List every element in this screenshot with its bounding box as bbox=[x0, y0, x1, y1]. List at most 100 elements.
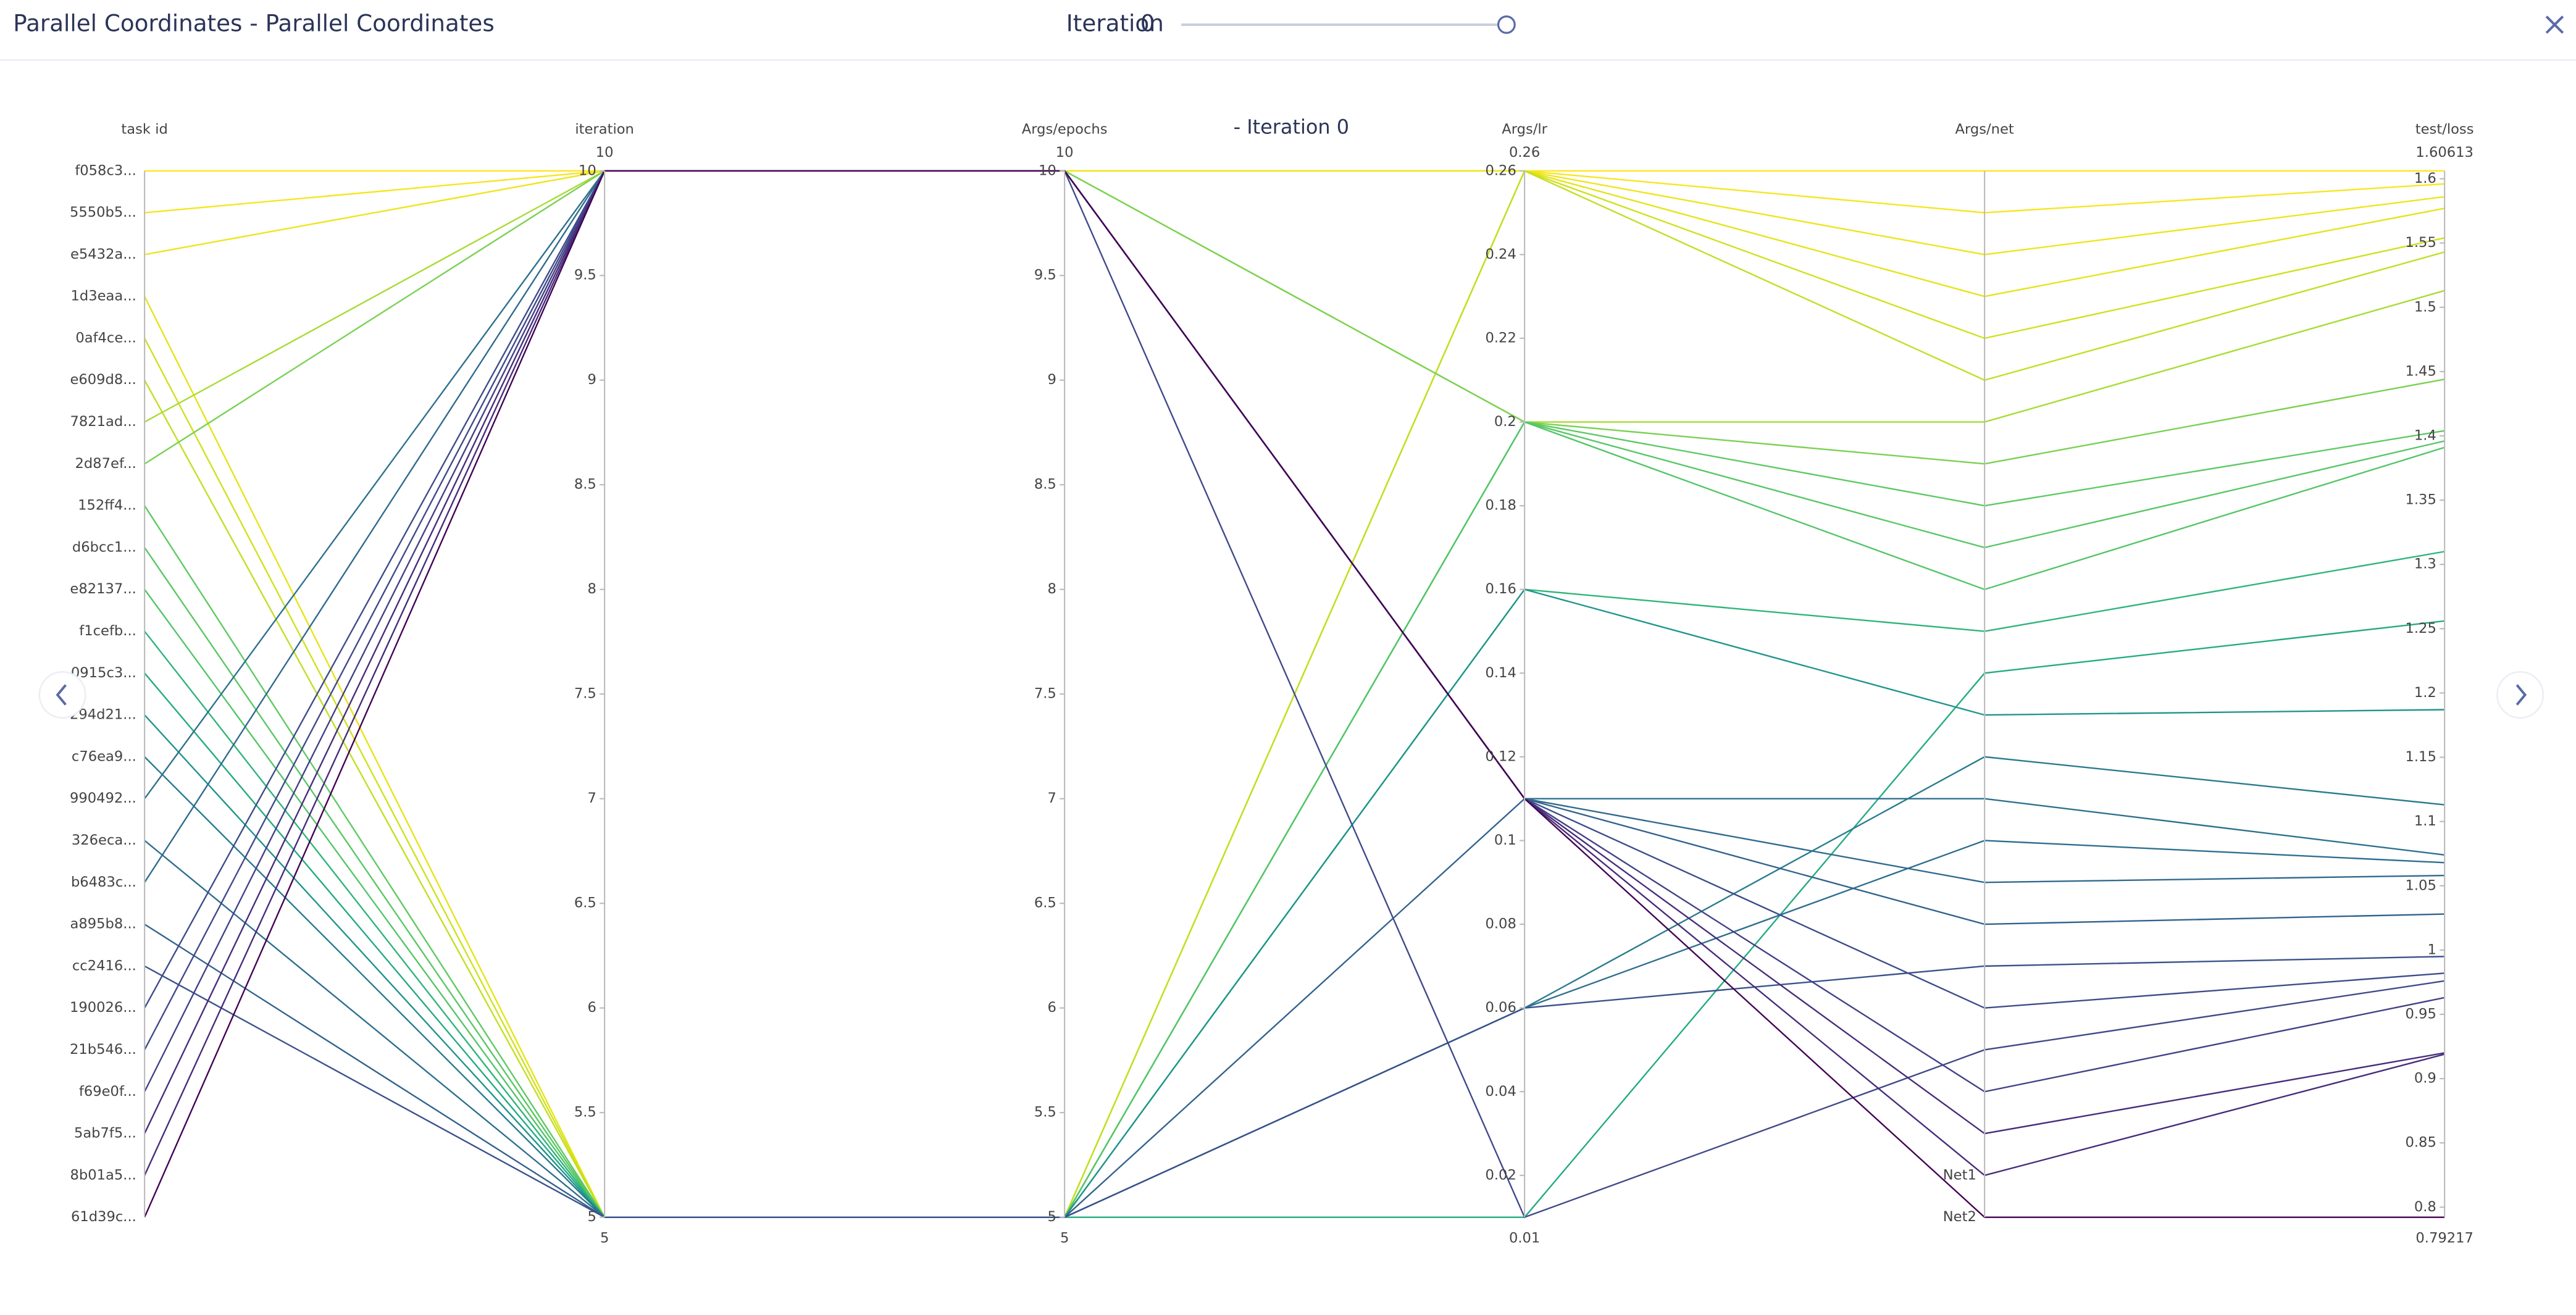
range-max-label: 10 bbox=[596, 144, 614, 161]
range-min-label: 5 bbox=[1060, 1230, 1069, 1246]
tick-label: 7 bbox=[1047, 790, 1056, 806]
tick-label: 8.5 bbox=[1034, 477, 1056, 493]
tick-label: 0.02 bbox=[1485, 1167, 1516, 1183]
tick-label: 1.6 bbox=[2414, 170, 2436, 186]
category-label: 326eca... bbox=[72, 832, 136, 848]
tick-label: 1.55 bbox=[2405, 235, 2436, 251]
tick-label: 0.14 bbox=[1485, 665, 1516, 681]
data-line bbox=[144, 956, 2445, 1218]
category-label: 5ab7f5... bbox=[74, 1125, 136, 1142]
data-line bbox=[144, 588, 2445, 1218]
category-label: 190026... bbox=[70, 1000, 136, 1016]
tick-label: 9.5 bbox=[1034, 267, 1056, 283]
category-label: 1d3eaa... bbox=[71, 288, 136, 304]
data-line bbox=[144, 170, 2445, 256]
category-label: 61d39c... bbox=[71, 1209, 136, 1225]
data-line bbox=[144, 170, 2445, 1219]
category-label: a895b8... bbox=[70, 916, 136, 932]
tick-label: 1.4 bbox=[2414, 427, 2436, 443]
tick-label: 1 bbox=[2427, 941, 2436, 958]
tick-label: 1.15 bbox=[2405, 749, 2436, 765]
data-line bbox=[144, 798, 2445, 1218]
tick-label: 5 bbox=[1047, 1209, 1056, 1225]
category-label: f058c3... bbox=[75, 162, 136, 178]
tick-label: 5.5 bbox=[1034, 1104, 1056, 1121]
category-label: b6483c... bbox=[71, 874, 136, 890]
slider-value: 0 bbox=[1140, 9, 1155, 36]
axis-label: Args/net bbox=[1955, 122, 2014, 138]
next-button[interactable] bbox=[2496, 670, 2545, 719]
tick-label: 0.24 bbox=[1485, 246, 1516, 262]
category-label: Net1 bbox=[1943, 1167, 1976, 1183]
axis-label: Args/lr bbox=[1502, 122, 1547, 138]
category-label: 0af4ce... bbox=[75, 330, 136, 346]
tick-label: 8 bbox=[1047, 581, 1056, 597]
chart-title: - Iteration 0 bbox=[1234, 115, 1349, 139]
category-label: e82137... bbox=[70, 581, 136, 597]
prev-circle[interactable] bbox=[38, 670, 86, 719]
tick-label: 0.04 bbox=[1485, 1083, 1516, 1100]
slider-knob[interactable] bbox=[1497, 15, 1516, 34]
tick-label: 8 bbox=[587, 581, 596, 597]
tick-label: 8.5 bbox=[574, 477, 596, 493]
tick-label: 0.26 bbox=[1485, 162, 1516, 178]
tick-label: 9 bbox=[587, 372, 596, 388]
tick-label: 6.5 bbox=[1034, 895, 1056, 911]
data-line bbox=[144, 170, 2445, 465]
close-button[interactable] bbox=[2545, 15, 2564, 34]
range-min-label: 0.01 bbox=[1509, 1230, 1540, 1246]
tick-label: 7.5 bbox=[574, 686, 596, 702]
tick-label: 1.1 bbox=[2414, 813, 2436, 829]
tick-label: 1.35 bbox=[2405, 492, 2436, 508]
tick-label: 10 bbox=[579, 162, 596, 178]
category-label: 5550b5... bbox=[70, 204, 136, 220]
tick-label: 9 bbox=[1047, 372, 1056, 388]
category-label: e609d8... bbox=[70, 372, 136, 388]
tick-label: 6 bbox=[587, 1000, 596, 1016]
tick-label: 1.45 bbox=[2405, 363, 2436, 379]
lines bbox=[144, 170, 2445, 1219]
tick-label: 0.08 bbox=[1485, 916, 1516, 932]
prev-button[interactable] bbox=[38, 670, 86, 719]
category-label: f69e0f... bbox=[79, 1083, 136, 1100]
tick-label: 0.12 bbox=[1485, 748, 1516, 764]
tick-label: 0.1 bbox=[1494, 832, 1516, 848]
next-chevron[interactable] bbox=[2515, 684, 2527, 706]
axes: task id f058c3... 5550b5... e5432a... 1d3eaa… bbox=[70, 122, 2474, 1246]
category-label: 7821ad... bbox=[70, 414, 136, 430]
tick-label: 1.25 bbox=[2405, 620, 2436, 637]
category-label: cc2416... bbox=[72, 958, 136, 974]
range-min-label: 5 bbox=[600, 1230, 609, 1246]
tick-label: 0.06 bbox=[1485, 1000, 1516, 1016]
range-max-label: 0.26 bbox=[1509, 144, 1540, 161]
range-max-label: 10 bbox=[1056, 144, 1074, 161]
tick-label: 5.5 bbox=[574, 1104, 596, 1121]
tick-label: 1.5 bbox=[2414, 299, 2436, 315]
category-label: 990492... bbox=[70, 790, 136, 806]
category-label: 21b546... bbox=[70, 1042, 136, 1058]
next-circle[interactable] bbox=[2496, 670, 2545, 719]
data-line bbox=[144, 421, 2445, 1218]
range-min-label: 0.79217 bbox=[2415, 1230, 2474, 1246]
axis-label: task id bbox=[121, 122, 167, 138]
category-label: Net2 bbox=[1943, 1209, 1976, 1225]
tick-label: 0.9 bbox=[2414, 1071, 2436, 1087]
prev-chevron[interactable] bbox=[56, 684, 67, 706]
data-line bbox=[144, 620, 2445, 1218]
tick-label: 0.95 bbox=[2405, 1006, 2436, 1022]
tick-label: 5 bbox=[587, 1209, 596, 1225]
slider-label: Iteration bbox=[1066, 9, 1164, 36]
category-label: 152ff4... bbox=[78, 498, 136, 514]
tick-label: 7.5 bbox=[1034, 686, 1056, 702]
tick-label: 1.3 bbox=[2414, 556, 2436, 572]
tick-label: 9.5 bbox=[574, 267, 596, 283]
category-label: 2d87ef... bbox=[75, 456, 136, 472]
axis-label: iteration bbox=[575, 122, 634, 138]
axis-label: Args/epochs bbox=[1022, 122, 1108, 138]
tick-label: 0.22 bbox=[1485, 330, 1516, 346]
category-label: 8b01a5... bbox=[70, 1167, 136, 1183]
axis-label: test/loss bbox=[2415, 122, 2474, 138]
